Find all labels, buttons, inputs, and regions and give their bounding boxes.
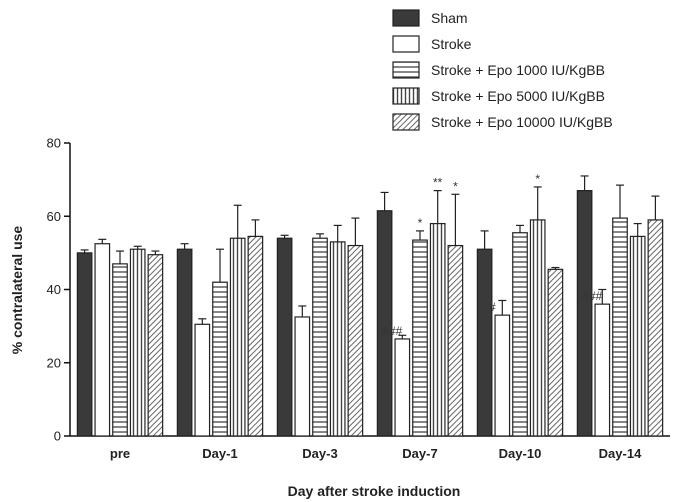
bar — [594, 303, 611, 437]
significance-mark: * — [453, 179, 458, 193]
significance-mark: * — [418, 216, 423, 230]
legend-swatch — [392, 61, 420, 79]
bar — [312, 237, 328, 437]
bar — [612, 217, 628, 437]
significance-mark: # — [489, 300, 496, 314]
bar — [112, 263, 128, 437]
legend-label: Stroke + Epo 10000 IU/KgBB — [431, 114, 613, 130]
significance-mark: * — [535, 172, 540, 186]
bar — [129, 248, 146, 437]
significance-annotations: ###*** *#*### — [382, 172, 602, 338]
bar — [576, 190, 593, 437]
y-tick-label: 0 — [54, 429, 61, 444]
legend-swatch — [392, 9, 420, 27]
bars — [76, 175, 664, 437]
axes: 0 20 40 60 80 pre Day-1 Day-3 Day-7 Day-10 Day-14 — [47, 136, 670, 461]
x-tick-label: pre — [110, 446, 130, 461]
legend-label: Stroke + Epo 1000 IU/KgBB — [431, 62, 605, 78]
y-tick-label: 60 — [47, 209, 61, 224]
bar — [512, 232, 528, 437]
bar — [94, 243, 111, 437]
significance-mark: ### — [582, 289, 602, 303]
significance-mark: ** — [433, 176, 443, 190]
x-tick-label: Day-10 — [499, 446, 542, 461]
bar — [176, 248, 193, 437]
significance-mark: ### — [382, 324, 402, 338]
bar — [212, 281, 228, 437]
x-tick-label: Day-1 — [202, 446, 237, 461]
y-tick-label: 80 — [47, 136, 61, 151]
bar — [547, 268, 564, 437]
bar — [76, 252, 93, 437]
bar — [229, 237, 246, 437]
y-tick-label: 40 — [47, 282, 61, 297]
legend-label: Stroke — [431, 36, 472, 52]
legend-label: Sham — [431, 10, 468, 26]
bar — [147, 254, 164, 437]
bar — [529, 219, 546, 437]
bar — [476, 248, 493, 437]
legend: Sham Stroke Stroke + Epo 1000 IU/KgBB Strok… — [392, 9, 613, 131]
y-axis-title: % contralateral use — [9, 226, 25, 355]
bar — [347, 244, 364, 437]
bar — [629, 235, 646, 437]
legend-swatch — [392, 87, 420, 105]
legend-label: Stroke + Epo 5000 IU/KgBB — [431, 88, 605, 104]
bar — [376, 210, 393, 437]
bar — [447, 244, 464, 437]
bar — [329, 241, 346, 437]
x-tick-label: Day-7 — [402, 446, 437, 461]
bar — [276, 237, 293, 437]
bar — [647, 219, 664, 437]
legend-swatch — [392, 113, 420, 131]
x-tick-label: Day-14 — [599, 446, 642, 461]
bar — [294, 316, 311, 437]
bar — [429, 222, 446, 437]
bar — [494, 314, 511, 437]
bar — [194, 323, 211, 437]
x-tick-label: Day-3 — [302, 446, 337, 461]
x-axis-title: Day after stroke induction — [288, 483, 461, 499]
bar — [247, 235, 264, 437]
legend-swatch — [392, 35, 420, 53]
bar — [412, 239, 428, 437]
y-tick-label: 20 — [47, 355, 61, 370]
bar — [394, 338, 411, 437]
